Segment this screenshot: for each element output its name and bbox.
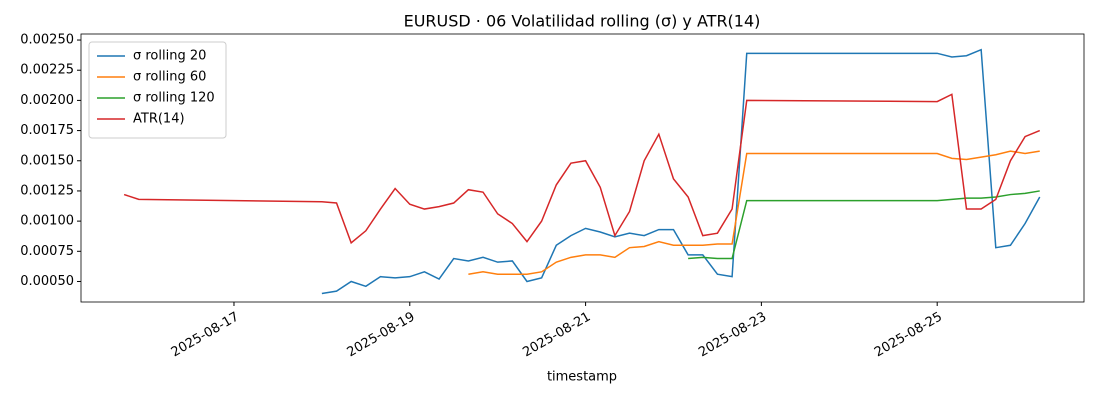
series-line (123, 93, 1041, 245)
legend-label: σ rolling 60 (133, 70, 206, 85)
series-line (321, 48, 1041, 295)
y-tick-label: 0.00075 (20, 244, 74, 259)
legend-label: ATR(14) (133, 112, 185, 127)
plot-frame (80, 33, 1085, 303)
y-tick-label: 0.00125 (20, 183, 74, 198)
legend: σ rolling 20 σ rolling 60 σ rolling 120 ATR… (88, 41, 227, 139)
legend-label: σ rolling 120 (133, 91, 215, 106)
x-axis-label: timestamp (547, 370, 617, 385)
y-tick-label: 0.00200 (20, 93, 74, 108)
legend-box (88, 41, 227, 139)
y-tick-label: 0.00100 (20, 214, 74, 229)
y-tick-label: 0.00225 (20, 63, 74, 78)
y-tick-label: 0.00150 (20, 153, 74, 168)
series-line (468, 150, 1040, 275)
y-tick-label: 0.00050 (20, 274, 74, 289)
legend-label: σ rolling 20 (133, 49, 206, 64)
y-tick-label: 0.00175 (20, 123, 74, 138)
chart-title: EURUSD · 06 Volatilidad rolling (σ) y AT… (404, 12, 761, 31)
y-tick-label: 0.00250 (20, 33, 74, 48)
series-line (688, 190, 1040, 260)
